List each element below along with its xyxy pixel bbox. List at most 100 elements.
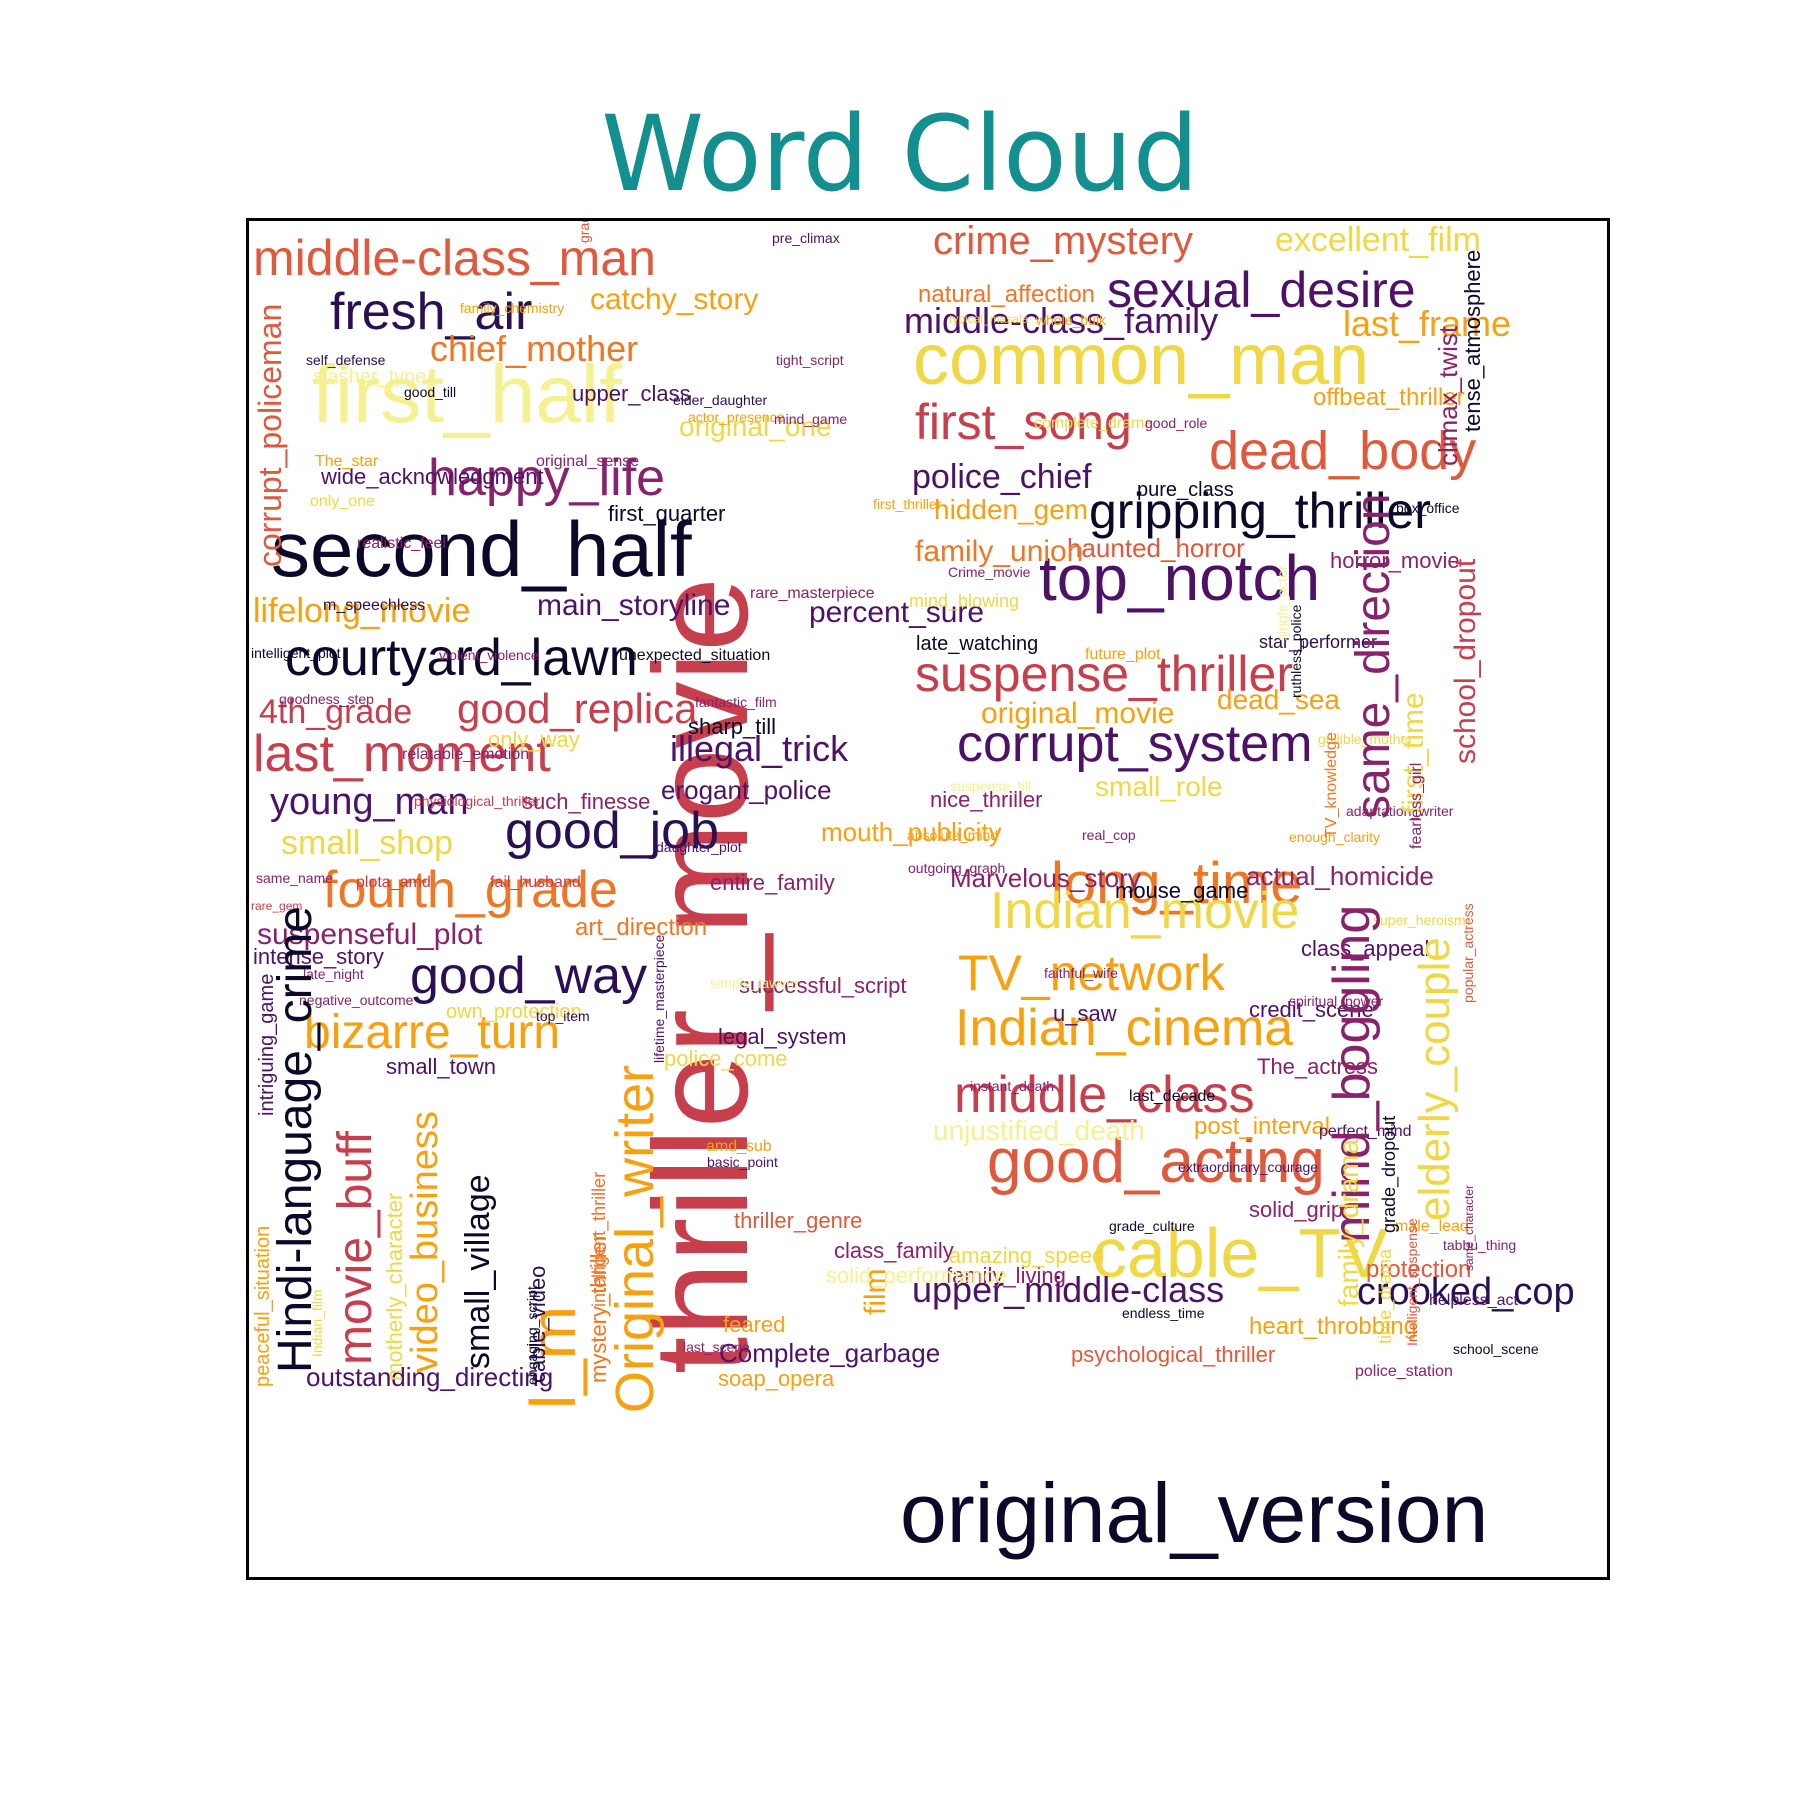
- cloud-word: male_lead: [1395, 1218, 1469, 1235]
- cloud-word: lifelong_movie: [253, 592, 470, 630]
- cloud-word: excellent_film: [1275, 221, 1481, 259]
- cloud-word: hidden_gem: [934, 494, 1088, 525]
- cloud-word: perfect_mind: [1319, 1123, 1412, 1140]
- cloud-word: mouth_publicity: [821, 817, 1002, 847]
- cloud-word: realistic_feel: [357, 535, 446, 552]
- cloud-word: upper_middle-class: [912, 1269, 1224, 1310]
- cloud-word: mouse_game: [1115, 878, 1248, 903]
- cloud-word: Hindi-language_crime: [269, 906, 322, 1373]
- cloud-word: grade_fail: [576, 221, 592, 243]
- cloud-word: outgoing_graph: [908, 860, 1005, 876]
- cloud-word: good_till: [404, 384, 456, 400]
- cloud-word: happy_life: [428, 449, 665, 507]
- cloud-word: video_business: [404, 1111, 446, 1373]
- cloud-word: last_frame: [1343, 303, 1511, 344]
- cloud-word: percent_sure: [809, 596, 984, 629]
- cloud-word: middle-class_family: [904, 300, 1218, 341]
- cloud-word: only_way: [488, 727, 580, 752]
- cloud-word: feared: [723, 1312, 785, 1337]
- cloud-word: Marvelous_story: [950, 863, 1141, 893]
- cloud-word: actor_presence: [688, 409, 785, 425]
- cloud-word: last_decade: [1129, 1088, 1215, 1105]
- cloud-word: future_plot: [1085, 646, 1161, 663]
- cloud-word: extraordinary_courage: [1178, 1159, 1318, 1175]
- cloud-word: original_sense: [536, 453, 639, 470]
- word-cloud: thriller_movie original_version common_man…: [251, 221, 1575, 1560]
- cloud-word: Intelligent_suspense: [1404, 1218, 1420, 1346]
- cloud-word: fail_husband: [490, 874, 581, 891]
- cloud-word: first_song: [915, 394, 1132, 450]
- cloud-word: helpless_act: [1429, 1292, 1519, 1309]
- cloud-word: endless_time: [1122, 1305, 1205, 1321]
- cloud-word: enough_clarity: [1289, 829, 1380, 845]
- cloud-word: thriller_genre: [734, 1208, 862, 1233]
- cloud-word: small_village: [459, 1174, 497, 1369]
- cloud-word: first_time: [1397, 692, 1430, 814]
- cloud-word: original_one: [679, 411, 832, 442]
- cloud-word: amd_sub: [706, 1138, 772, 1155]
- cloud-word: mind_game: [774, 411, 847, 427]
- cloud-word: TV_network: [958, 945, 1226, 1001]
- cloud-word: cable_TV: [1092, 1214, 1388, 1292]
- cloud-word: police_come: [664, 1046, 788, 1071]
- cloud-word: single_actor: [1274, 565, 1290, 641]
- cloud-word: tight_script: [776, 352, 844, 368]
- cloud-word: courtyard_lawn: [285, 629, 638, 687]
- cloud-word: engaging_script: [524, 1286, 540, 1385]
- cloud-word: instant_death: [970, 1078, 1054, 1094]
- cloud-word: offbeat_thriller: [1313, 384, 1465, 411]
- cloud-word: thriller_movie: [627, 577, 776, 1374]
- cloud-word: unexpected_situation: [619, 647, 770, 664]
- cloud-word: common_man: [913, 320, 1369, 400]
- cloud-word: sharp_till: [688, 714, 776, 739]
- cloud-word: late_night: [303, 966, 364, 982]
- cloud-word: own_protection: [446, 1001, 582, 1023]
- cloud-word: family_union: [915, 535, 1083, 568]
- cloud-word: star_performer: [1259, 632, 1377, 653]
- cloud-word: catchy_story: [590, 283, 758, 316]
- cloud-word: adaptation_writer: [1346, 803, 1454, 819]
- cloud-word: relatable_emotion: [402, 746, 529, 763]
- cloud-word: erogant_police: [661, 775, 832, 805]
- cloud-word: young_man: [270, 781, 469, 823]
- cloud-word: good_role: [1145, 415, 1207, 431]
- cloud-word: motherly_character: [382, 1193, 407, 1381]
- cloud-word: corrupt_policeman: [252, 304, 288, 567]
- cloud-word: haunted_horror: [1067, 533, 1245, 563]
- page-title: Word Cloud: [601, 93, 1199, 215]
- cloud-word: absolute_mind: [907, 827, 998, 843]
- cloud-word: cable_video: [525, 1266, 550, 1383]
- cloud-word: TV_knowledge: [1323, 732, 1340, 838]
- cloud-word: bizarre_turn: [304, 1006, 560, 1059]
- cloud-word: family_drama: [1333, 1139, 1364, 1307]
- cloud-word: suspenseful_plot: [257, 918, 483, 951]
- cloud-word: entire_family: [710, 870, 835, 895]
- cloud-word: intriguing_game: [256, 974, 278, 1116]
- cloud-word: plota_amd: [356, 874, 431, 891]
- cloud-word: last_moment: [253, 725, 551, 783]
- cloud-word: only_one: [310, 493, 375, 510]
- cloud-word: second_half: [271, 505, 692, 593]
- cloud-word: simple_lawyer: [710, 975, 799, 991]
- cloud-word: psychological_thriller: [1071, 1342, 1275, 1367]
- cloud-word: elder_daughter: [673, 392, 768, 408]
- cloud-word: soap_opera: [718, 1366, 835, 1391]
- cloud-word: Indian_film: [309, 1289, 325, 1357]
- cloud-word: first_quarter: [608, 501, 725, 526]
- cloud-word: upper_class: [572, 381, 691, 406]
- cloud-word: typical_masala: [949, 312, 1029, 326]
- cloud-word: complete_drama: [1034, 415, 1153, 432]
- cloud-word: suspense_till: [950, 778, 1031, 794]
- cloud-word: gripping_thriller: [1089, 483, 1431, 539]
- cloud-word: self_defense: [306, 352, 386, 368]
- cloud-word: chief_mother: [430, 328, 638, 369]
- cloud-word: daughter_plot: [656, 839, 742, 855]
- cloud-word: crime_mystery: [933, 221, 1193, 263]
- cloud-word: dead_body: [1209, 421, 1476, 481]
- cloud-word: family_chemistry: [460, 300, 564, 316]
- cloud-word: top_notch: [1039, 542, 1320, 614]
- cloud-word: same_direction: [1347, 494, 1400, 820]
- cloud-word: rare_gem: [251, 899, 302, 913]
- cloud-word: legal_system: [718, 1024, 846, 1049]
- cloud-word: good_replica: [457, 685, 698, 732]
